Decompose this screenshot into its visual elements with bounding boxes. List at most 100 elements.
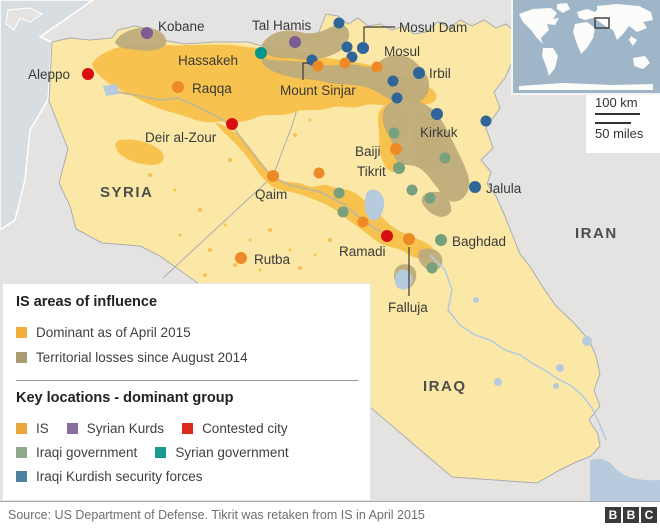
legend-area-item: Territorial losses since August 2014 <box>16 345 358 370</box>
contested-label: Contested city <box>202 420 288 436</box>
legend-location-item: IS <box>16 421 49 436</box>
city-dot-baiji <box>390 143 402 155</box>
city-dot-irbil <box>413 67 425 79</box>
city-dot <box>313 167 325 179</box>
city-dot-rutba <box>235 252 247 264</box>
bbc-logo-block: C <box>641 507 657 523</box>
persian-gulf <box>590 458 660 501</box>
city-dot <box>406 184 418 196</box>
city-dot-aleppo <box>82 68 94 80</box>
dominant-swatch <box>16 327 27 338</box>
country-label-iraq: IRAQ <box>423 378 467 395</box>
city-label-irbil: Irbil <box>429 66 451 81</box>
city-dot-raqqa <box>172 81 184 93</box>
mediterranean-sea <box>0 0 95 231</box>
losses-label: Territorial losses since August 2014 <box>36 350 248 365</box>
legend: IS areas of influence Dominant as of Apr… <box>2 283 371 501</box>
bbc-logo-block: B <box>623 507 639 523</box>
city-layer: Kobane Tal Hamis Mosul Dam Mosul Hassakeh Irb… <box>28 17 522 315</box>
city-dot <box>312 60 324 72</box>
world-inset-map <box>511 0 660 95</box>
legend-location-item: Iraqi Kurdish security forces <box>16 469 203 484</box>
leader-line <box>363 26 395 42</box>
city-label-kobane: Kobane <box>158 19 205 34</box>
city-label-baghdad: Baghdad <box>452 234 506 249</box>
city-label-hassakeh: Hassakeh <box>178 53 238 68</box>
country-label-layer: SYRIA IRAQ IRAN <box>100 184 616 395</box>
city-dot-tal-hamis <box>289 36 301 48</box>
city-dot-ramadi <box>381 230 393 242</box>
lakes <box>103 84 592 389</box>
city-label-kirkuk: Kirkuk <box>420 125 458 140</box>
city-dot-deir-al-zour <box>226 118 238 130</box>
iraqi-gov-swatch <box>16 446 27 458</box>
city-label-rutba: Rutba <box>254 252 291 267</box>
legend-divider <box>16 380 358 381</box>
city-dot-baghdad <box>435 234 447 246</box>
cyprus-island <box>5 7 43 31</box>
city-dot-mosul-dam <box>357 42 369 54</box>
city-dot <box>439 152 451 164</box>
city-dot-kobane <box>141 27 153 39</box>
leader-line <box>302 62 309 80</box>
city-dot <box>333 187 345 199</box>
city-dot-jalula <box>469 181 481 193</box>
bbc-logo-block: B <box>605 507 621 523</box>
city-label-falluja: Falluja <box>388 300 428 315</box>
bbc-logo: B B C <box>603 507 657 523</box>
iraqi-gov-label: Iraqi government <box>36 444 138 460</box>
city-label-baiji: Baiji <box>355 144 381 159</box>
inset-continents <box>519 3 653 90</box>
city-label-ramadi: Ramadi <box>339 244 386 259</box>
city-dot-kirkuk <box>431 108 443 120</box>
city-dot <box>339 57 351 69</box>
scale-miles-label: 50 miles <box>595 126 644 141</box>
source-bar: Source: US Department of Defense. Tikrit… <box>0 501 660 528</box>
syrian-gov-label: Syrian government <box>175 444 289 460</box>
legend-location-item: Contested city <box>182 421 288 436</box>
legend-areas-title: IS areas of influence <box>16 294 158 310</box>
iraqi-kurdish-label: Iraqi Kurdish security forces <box>36 468 203 484</box>
city-dot-tikrit <box>393 162 405 174</box>
city-label-jalula: Jalula <box>486 181 522 196</box>
tigris-river <box>429 254 607 441</box>
iraqi-kurdish-swatch <box>16 470 27 482</box>
legend-locations-title: Key locations - dominant group <box>16 390 234 406</box>
legend-locations-row: IS Syrian Kurds Contested city <box>16 416 358 440</box>
city-label-tal-hamis: Tal Hamis <box>252 18 312 33</box>
city-dot <box>387 75 399 87</box>
city-dot-hassakeh <box>255 47 267 59</box>
city-label-tikrit: Tikrit <box>357 164 386 179</box>
city-label-deir-al-zour: Deir al-Zour <box>145 130 217 145</box>
source-text: Source: US Department of Defense. Tikrit… <box>8 508 425 522</box>
syrian-kurds-label: Syrian Kurds <box>86 420 165 436</box>
is-swatch <box>16 422 27 434</box>
scale-miles-bar <box>595 122 631 124</box>
scale-km-bar <box>595 113 640 115</box>
syrian-gov-swatch <box>155 446 167 458</box>
city-dot <box>424 192 436 204</box>
legend-location-item: Iraqi government <box>16 445 137 460</box>
euphrates-river <box>117 91 384 234</box>
city-dot <box>337 206 349 218</box>
city-label-mosul-dam: Mosul Dam <box>399 20 467 35</box>
map-scale: 100 km 50 miles <box>586 95 660 153</box>
city-label-raqqa: Raqqa <box>192 81 232 96</box>
scale-km-label: 100 km <box>595 95 638 110</box>
city-dot <box>341 41 353 53</box>
city-dot <box>357 216 369 228</box>
city-dot-falluja <box>403 233 415 245</box>
city-label-aleppo: Aleppo <box>28 67 70 82</box>
legend-location-item: Syrian government <box>155 444 289 460</box>
legend-locations-row: Iraqi Kurdish security forces <box>16 464 358 488</box>
legend-location-item: Syrian Kurds <box>66 420 165 436</box>
inset-region-marker <box>594 17 610 29</box>
country-label-syria: SYRIA <box>100 184 153 201</box>
legend-locations-row: Iraqi government Syrian government <box>16 440 358 464</box>
contested-swatch <box>182 422 194 434</box>
city-dot <box>388 127 400 139</box>
city-dot <box>333 17 345 29</box>
city-label-mosul: Mosul <box>384 44 420 59</box>
syrian-kurds-swatch <box>66 422 78 434</box>
